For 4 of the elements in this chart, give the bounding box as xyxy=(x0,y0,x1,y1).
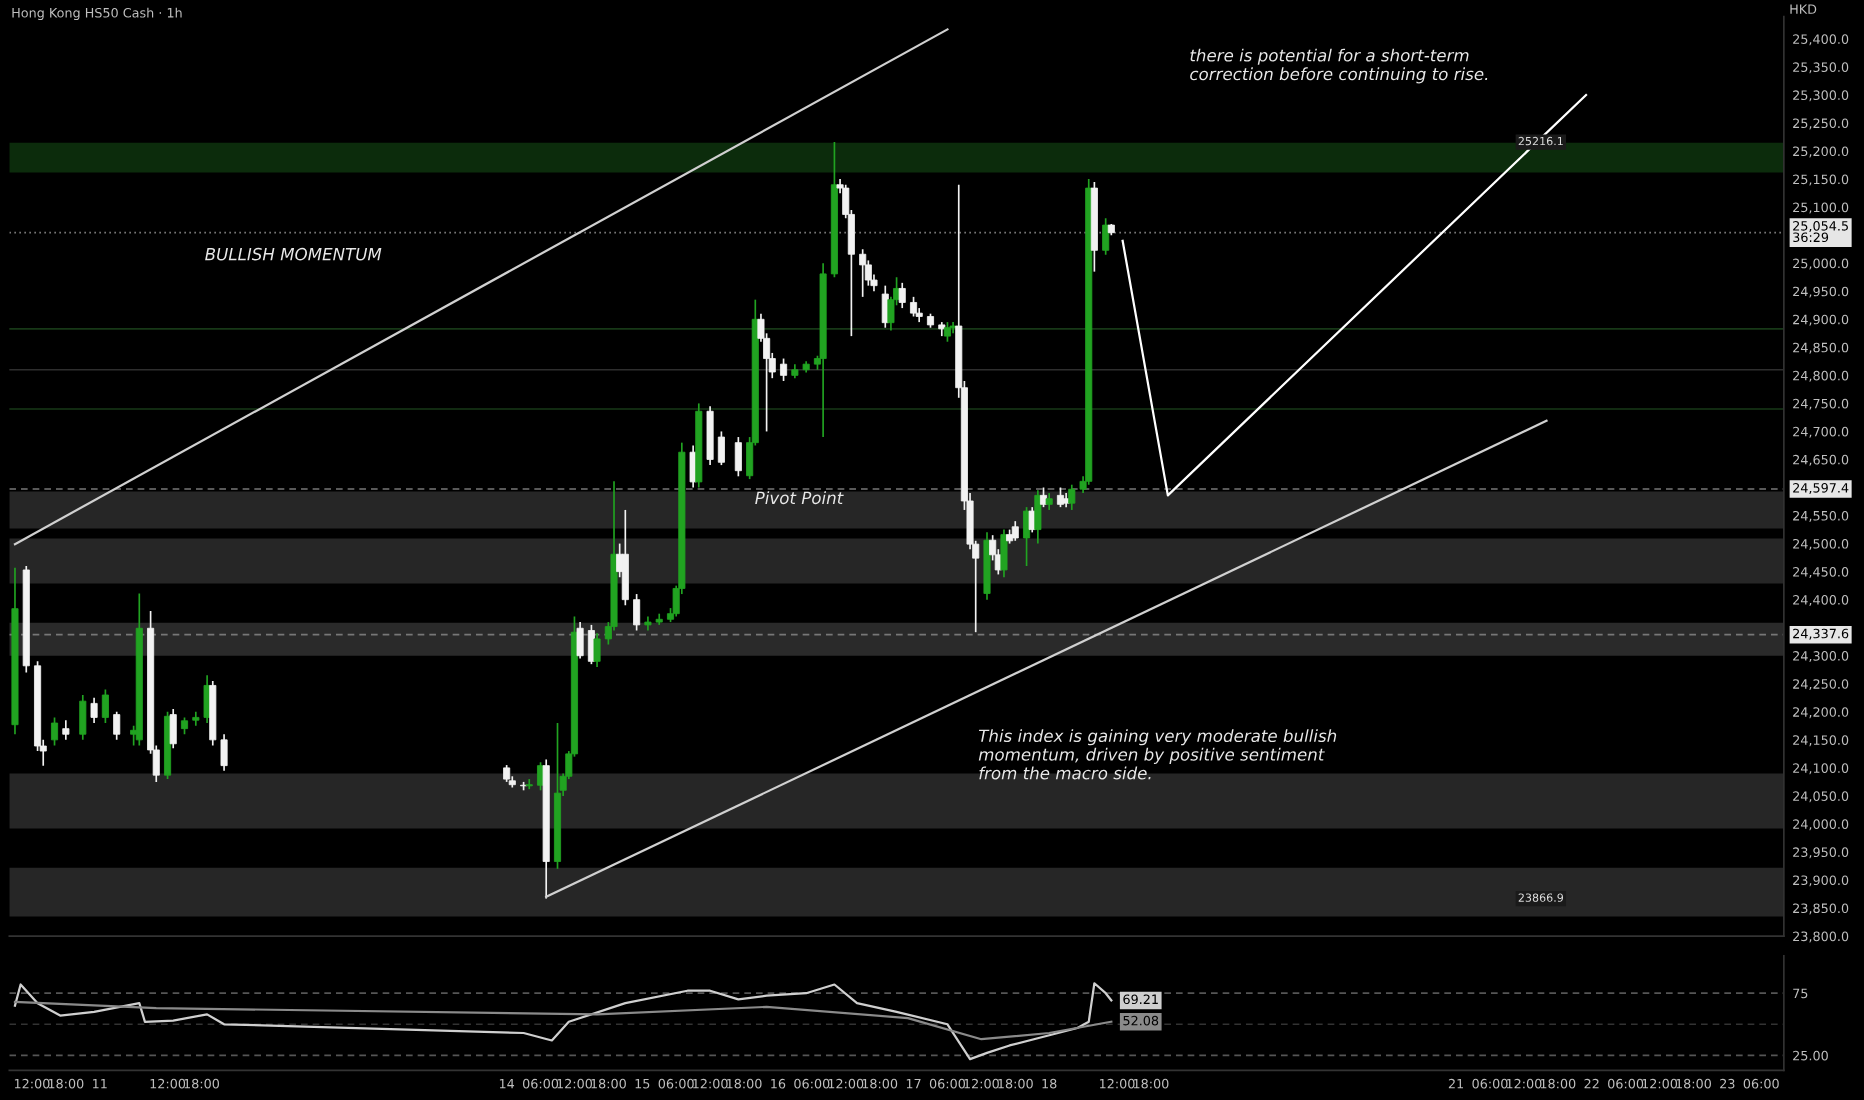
annotation: there is potential for a short-term correction before continuing to rise. xyxy=(1190,48,1488,84)
annotation: Pivot Point xyxy=(755,491,844,505)
annotation: This index is gaining very moderate bullish momentum, driven by positive sentiment from the macro side. xyxy=(978,729,1337,780)
annotation: BULLISH MOMENTUM xyxy=(205,247,382,261)
